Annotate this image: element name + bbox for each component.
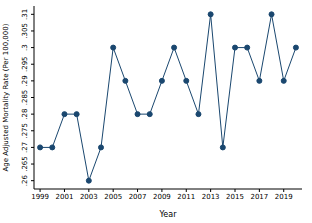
svg-text:2011: 2011 bbox=[177, 193, 195, 201]
svg-text:2007: 2007 bbox=[129, 193, 147, 201]
svg-text:.285: .285 bbox=[21, 90, 29, 106]
svg-text:Year: Year bbox=[159, 210, 178, 219]
svg-text:2009: 2009 bbox=[153, 193, 171, 201]
svg-text:2015: 2015 bbox=[226, 193, 244, 201]
svg-text:.265: .265 bbox=[21, 156, 29, 172]
svg-text:.26: .26 bbox=[21, 175, 29, 187]
svg-text:2017: 2017 bbox=[250, 193, 268, 201]
svg-text:2003: 2003 bbox=[80, 193, 98, 201]
svg-text:.27: .27 bbox=[21, 142, 29, 153]
svg-text:2001: 2001 bbox=[56, 193, 74, 201]
svg-text:2019: 2019 bbox=[275, 193, 293, 201]
svg-text:2005: 2005 bbox=[104, 193, 122, 201]
svg-text:.3: .3 bbox=[21, 44, 29, 51]
svg-text:.31: .31 bbox=[21, 9, 29, 20]
svg-text:1999: 1999 bbox=[31, 193, 49, 201]
svg-text:.305: .305 bbox=[21, 23, 29, 39]
svg-text:Age Adjusted Mortality Rate (P: Age Adjusted Mortality Rate (Per 100,000… bbox=[8, 23, 10, 171]
svg-text:.295: .295 bbox=[21, 56, 29, 72]
svg-text:2013: 2013 bbox=[202, 193, 220, 201]
svg-text:.28: .28 bbox=[21, 109, 29, 120]
svg-text:.275: .275 bbox=[21, 123, 29, 139]
svg-text:.29: .29 bbox=[21, 75, 29, 86]
